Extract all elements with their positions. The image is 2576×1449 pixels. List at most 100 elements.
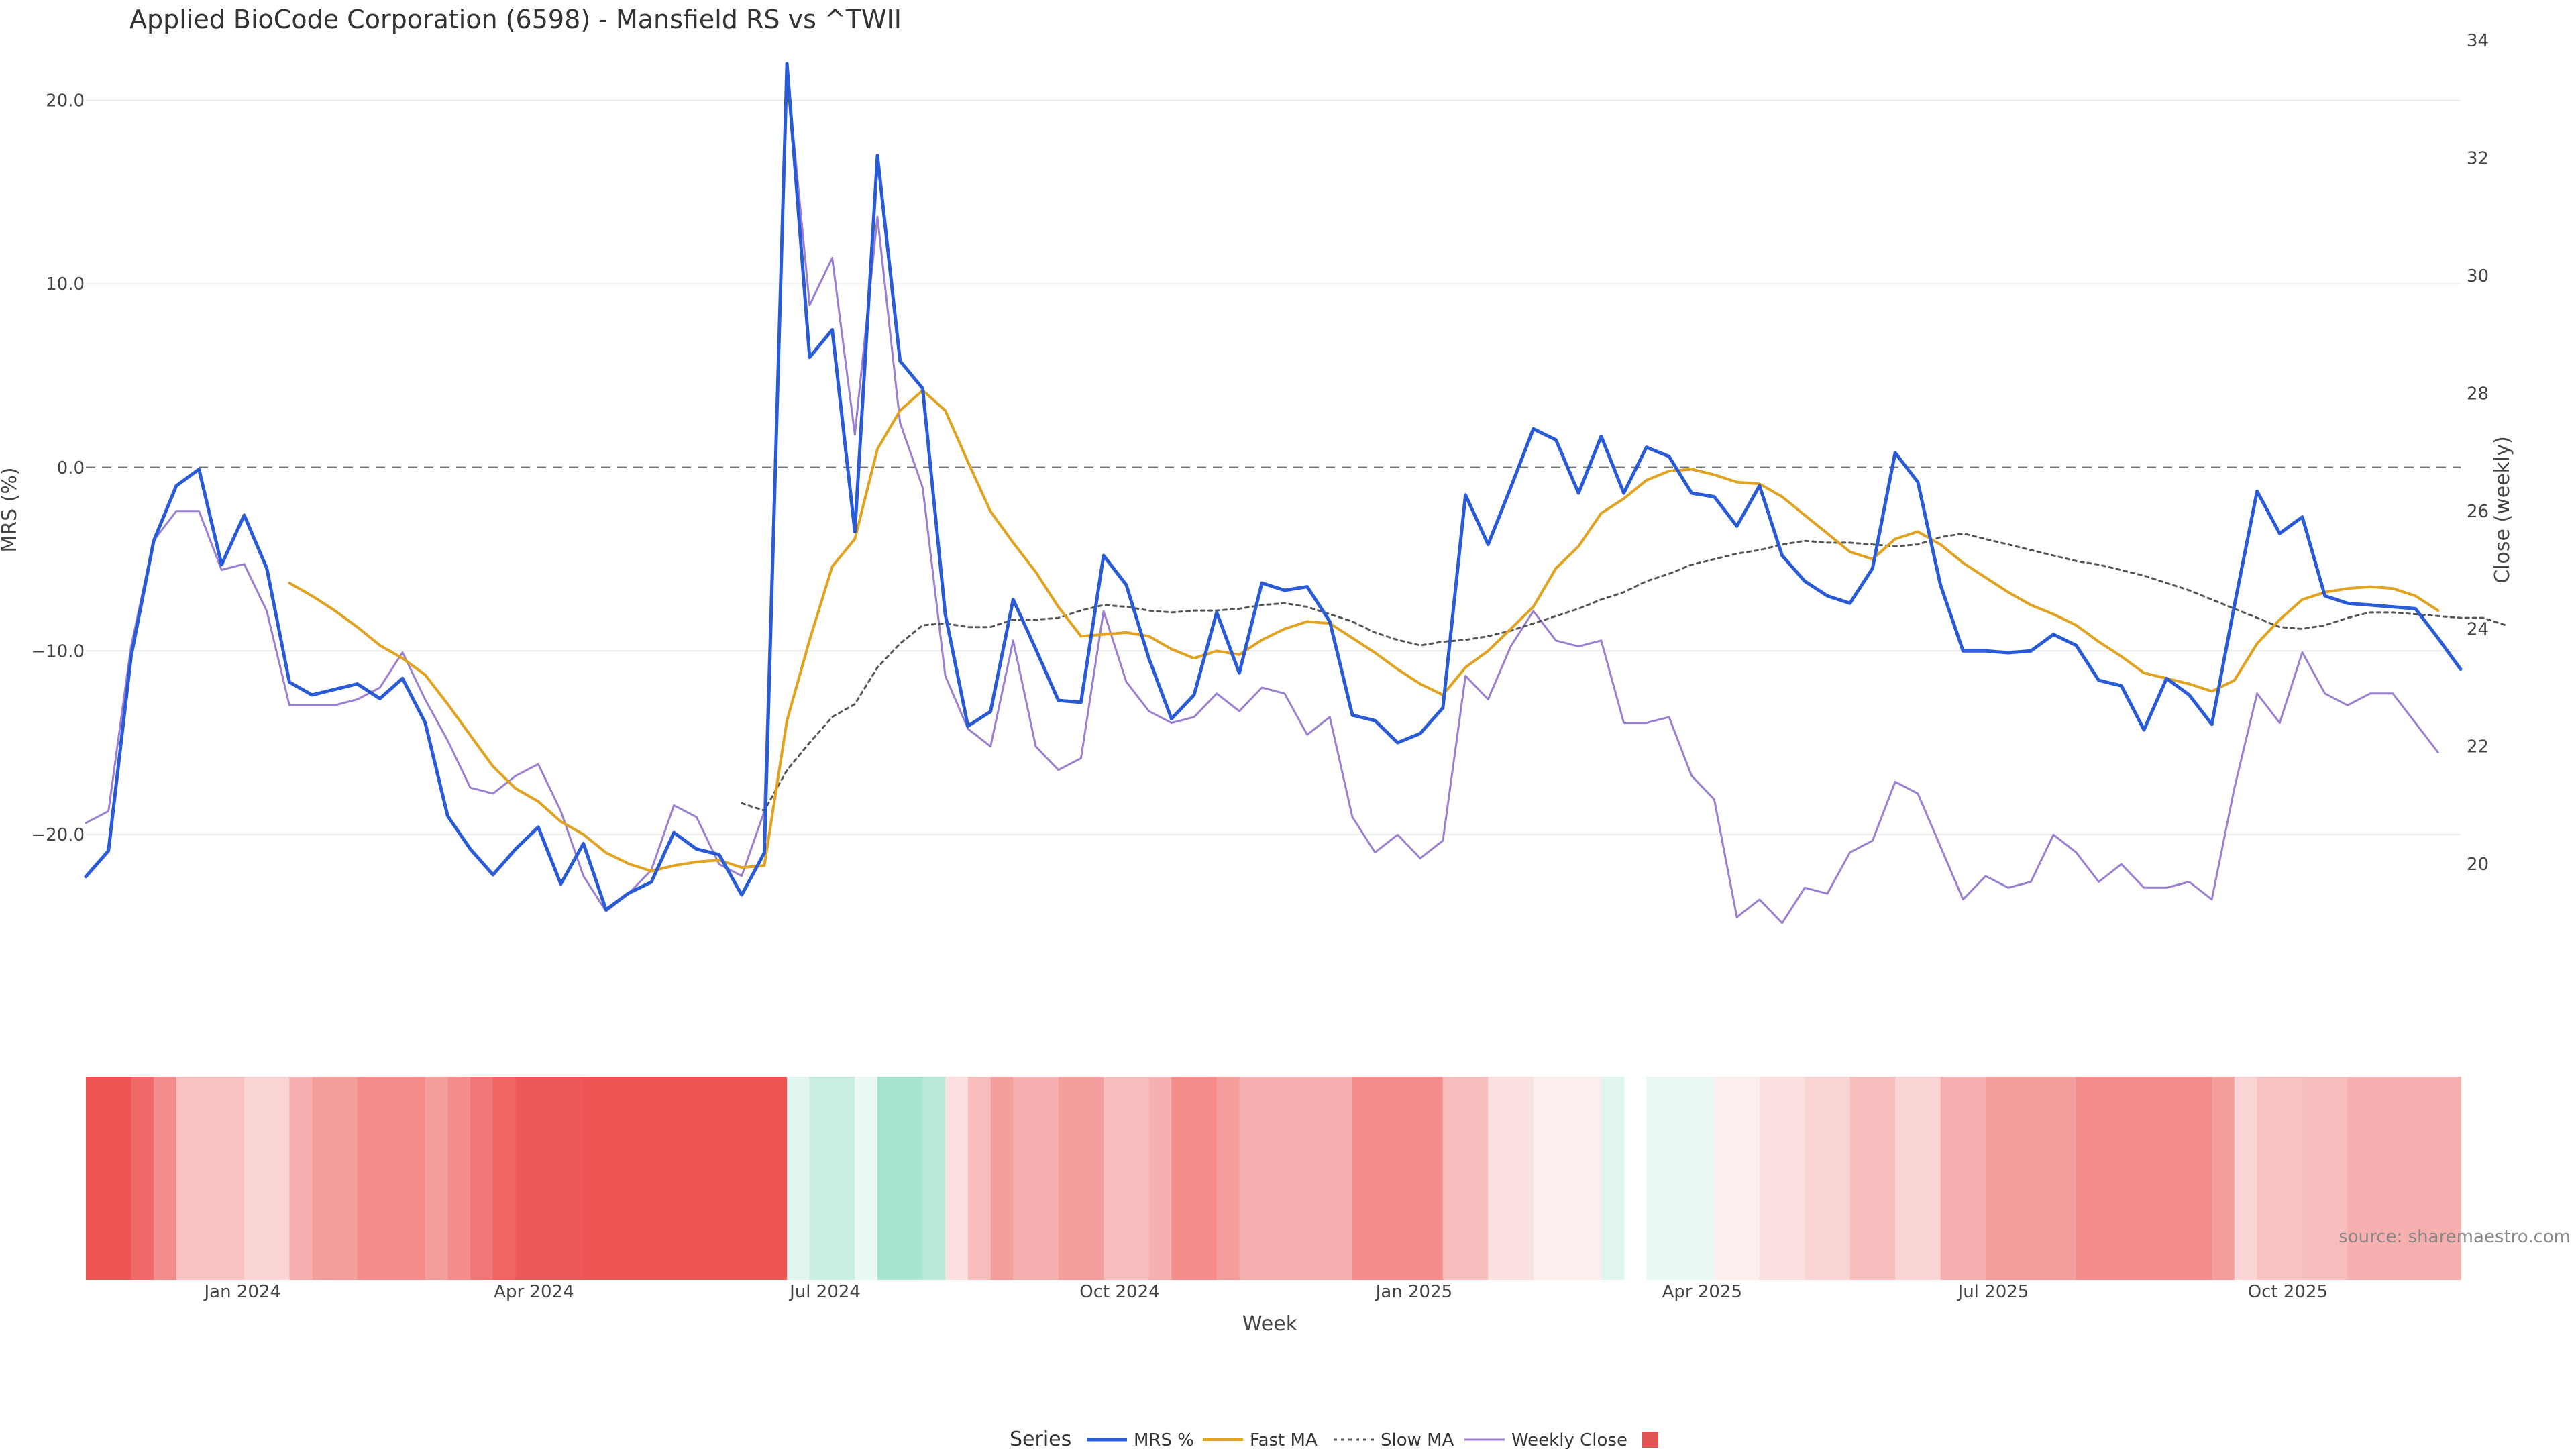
heat-cell	[900, 1077, 924, 1280]
heat-cell	[1194, 1077, 1218, 1280]
y-axis-left-title: MRS (%)	[0, 467, 21, 552]
heat-cell	[1578, 1077, 1602, 1280]
x-tick-label: Jul 2024	[788, 1282, 861, 1302]
heat-cell	[967, 1077, 991, 1280]
legend-label-fast-ma[interactable]: Fast MA	[1250, 1430, 1318, 1449]
heat-cell	[2279, 1077, 2303, 1280]
heat-cell	[990, 1077, 1014, 1280]
grid-lines	[86, 99, 2461, 835]
heat-cell	[1849, 1077, 1874, 1280]
heat-cell	[1872, 1077, 1896, 1280]
heat-cell	[1397, 1077, 1421, 1280]
heat-cell	[470, 1077, 494, 1280]
y-right-tick-label: 32	[2467, 148, 2489, 168]
heat-cell	[1714, 1077, 1737, 1280]
legend-label-mrs[interactable]: MRS %	[1134, 1430, 1194, 1449]
heat-cell	[1126, 1077, 1150, 1280]
heat-cell	[1375, 1077, 1399, 1280]
heat-strip	[86, 1077, 2461, 1280]
heat-cell	[492, 1077, 517, 1280]
heat-cell	[561, 1077, 584, 1280]
heat-cell	[2144, 1077, 2167, 1280]
heat-cell	[108, 1077, 132, 1280]
heat-cell	[855, 1077, 878, 1280]
heat-cell	[1601, 1077, 1625, 1280]
heat-cell	[1895, 1077, 1919, 1280]
heat-cell	[154, 1077, 177, 1280]
heat-cell	[1284, 1077, 1308, 1280]
heat-cell	[1307, 1077, 1331, 1280]
heat-cell	[2212, 1077, 2235, 1280]
heat-cell	[1239, 1077, 1263, 1280]
heat-cell	[1216, 1077, 1240, 1280]
heat-cell	[809, 1077, 833, 1280]
legend-title: Series	[1010, 1428, 1071, 1449]
heat-cell	[447, 1077, 471, 1280]
heat-cell	[1420, 1077, 1444, 1280]
heat-cell	[538, 1077, 561, 1280]
heat-cell	[266, 1077, 290, 1280]
heat-cell	[289, 1077, 313, 1280]
heat-cell	[945, 1077, 969, 1280]
heat-cell	[2347, 1077, 2371, 1280]
heat-cell	[2008, 1077, 2032, 1280]
heat-cell	[787, 1077, 810, 1280]
heat-cell	[1669, 1077, 1693, 1280]
heat-cell	[1805, 1077, 1828, 1280]
heat-cell	[1352, 1077, 1376, 1280]
heat-cell	[2031, 1077, 2054, 1280]
y-left-tick-label: −10.0	[31, 641, 85, 661]
heat-cell	[2302, 1077, 2326, 1280]
heat-cell	[221, 1077, 245, 1280]
y-left-tick-label: 0.0	[57, 458, 85, 478]
y-right-tick-label: 34	[2467, 31, 2489, 51]
x-tick-label: Oct 2024	[1079, 1282, 1159, 1302]
series-lines	[84, 62, 2507, 924]
heat-cell	[425, 1077, 449, 1280]
y-left-tick-label: 20.0	[46, 91, 85, 111]
heat-cell	[2098, 1077, 2123, 1280]
chart-title: Applied BioCode Corporation (6598) - Man…	[129, 5, 902, 34]
heat-cell	[1759, 1077, 1783, 1280]
heat-cell	[357, 1077, 381, 1280]
heat-cell	[334, 1077, 358, 1280]
heat-cell	[764, 1077, 788, 1280]
heat-cell	[1963, 1077, 1986, 1280]
heat-cell	[2166, 1077, 2190, 1280]
heat-cell	[583, 1077, 607, 1280]
heat-cell	[2076, 1077, 2100, 1280]
legend-label-slow-ma[interactable]: Slow MA	[1381, 1430, 1454, 1449]
legend-label-weekly-close[interactable]: Weekly Close	[1511, 1430, 1627, 1449]
heat-cell	[86, 1077, 109, 1280]
heat-cell	[2234, 1077, 2258, 1280]
heat-cell	[1511, 1077, 1534, 1280]
y-right-tick-label: 26	[2467, 502, 2489, 522]
y-left-tick-label: 10.0	[46, 274, 85, 294]
heat-cell	[2415, 1077, 2439, 1280]
legend-swatch-heat	[1642, 1432, 1658, 1448]
heat-cell	[199, 1077, 223, 1280]
heat-cell	[1104, 1077, 1127, 1280]
x-tick-label: Jan 2025	[1375, 1282, 1453, 1302]
heat-cell	[877, 1077, 901, 1280]
heat-cell	[312, 1077, 335, 1280]
series-line-slow-ma	[741, 532, 2507, 812]
heat-cell	[922, 1077, 946, 1280]
heat-cell	[1148, 1077, 1173, 1280]
heat-cell	[719, 1077, 743, 1280]
x-tick-label: Apr 2025	[1662, 1282, 1742, 1302]
heat-cell	[2121, 1077, 2145, 1280]
heat-cell	[1556, 1077, 1579, 1280]
heat-cell	[696, 1077, 720, 1280]
heat-cell	[515, 1077, 539, 1280]
y-right-tick-label: 22	[2467, 737, 2489, 757]
heat-cell	[402, 1077, 426, 1280]
heat-cell	[629, 1077, 652, 1280]
heat-cell	[1488, 1077, 1511, 1280]
heat-cell	[380, 1077, 403, 1280]
y-right-tick-label: 28	[2467, 384, 2489, 404]
heat-cell	[131, 1077, 154, 1280]
x-tick-label: Apr 2024	[494, 1282, 574, 1302]
heat-cell	[2392, 1077, 2416, 1280]
